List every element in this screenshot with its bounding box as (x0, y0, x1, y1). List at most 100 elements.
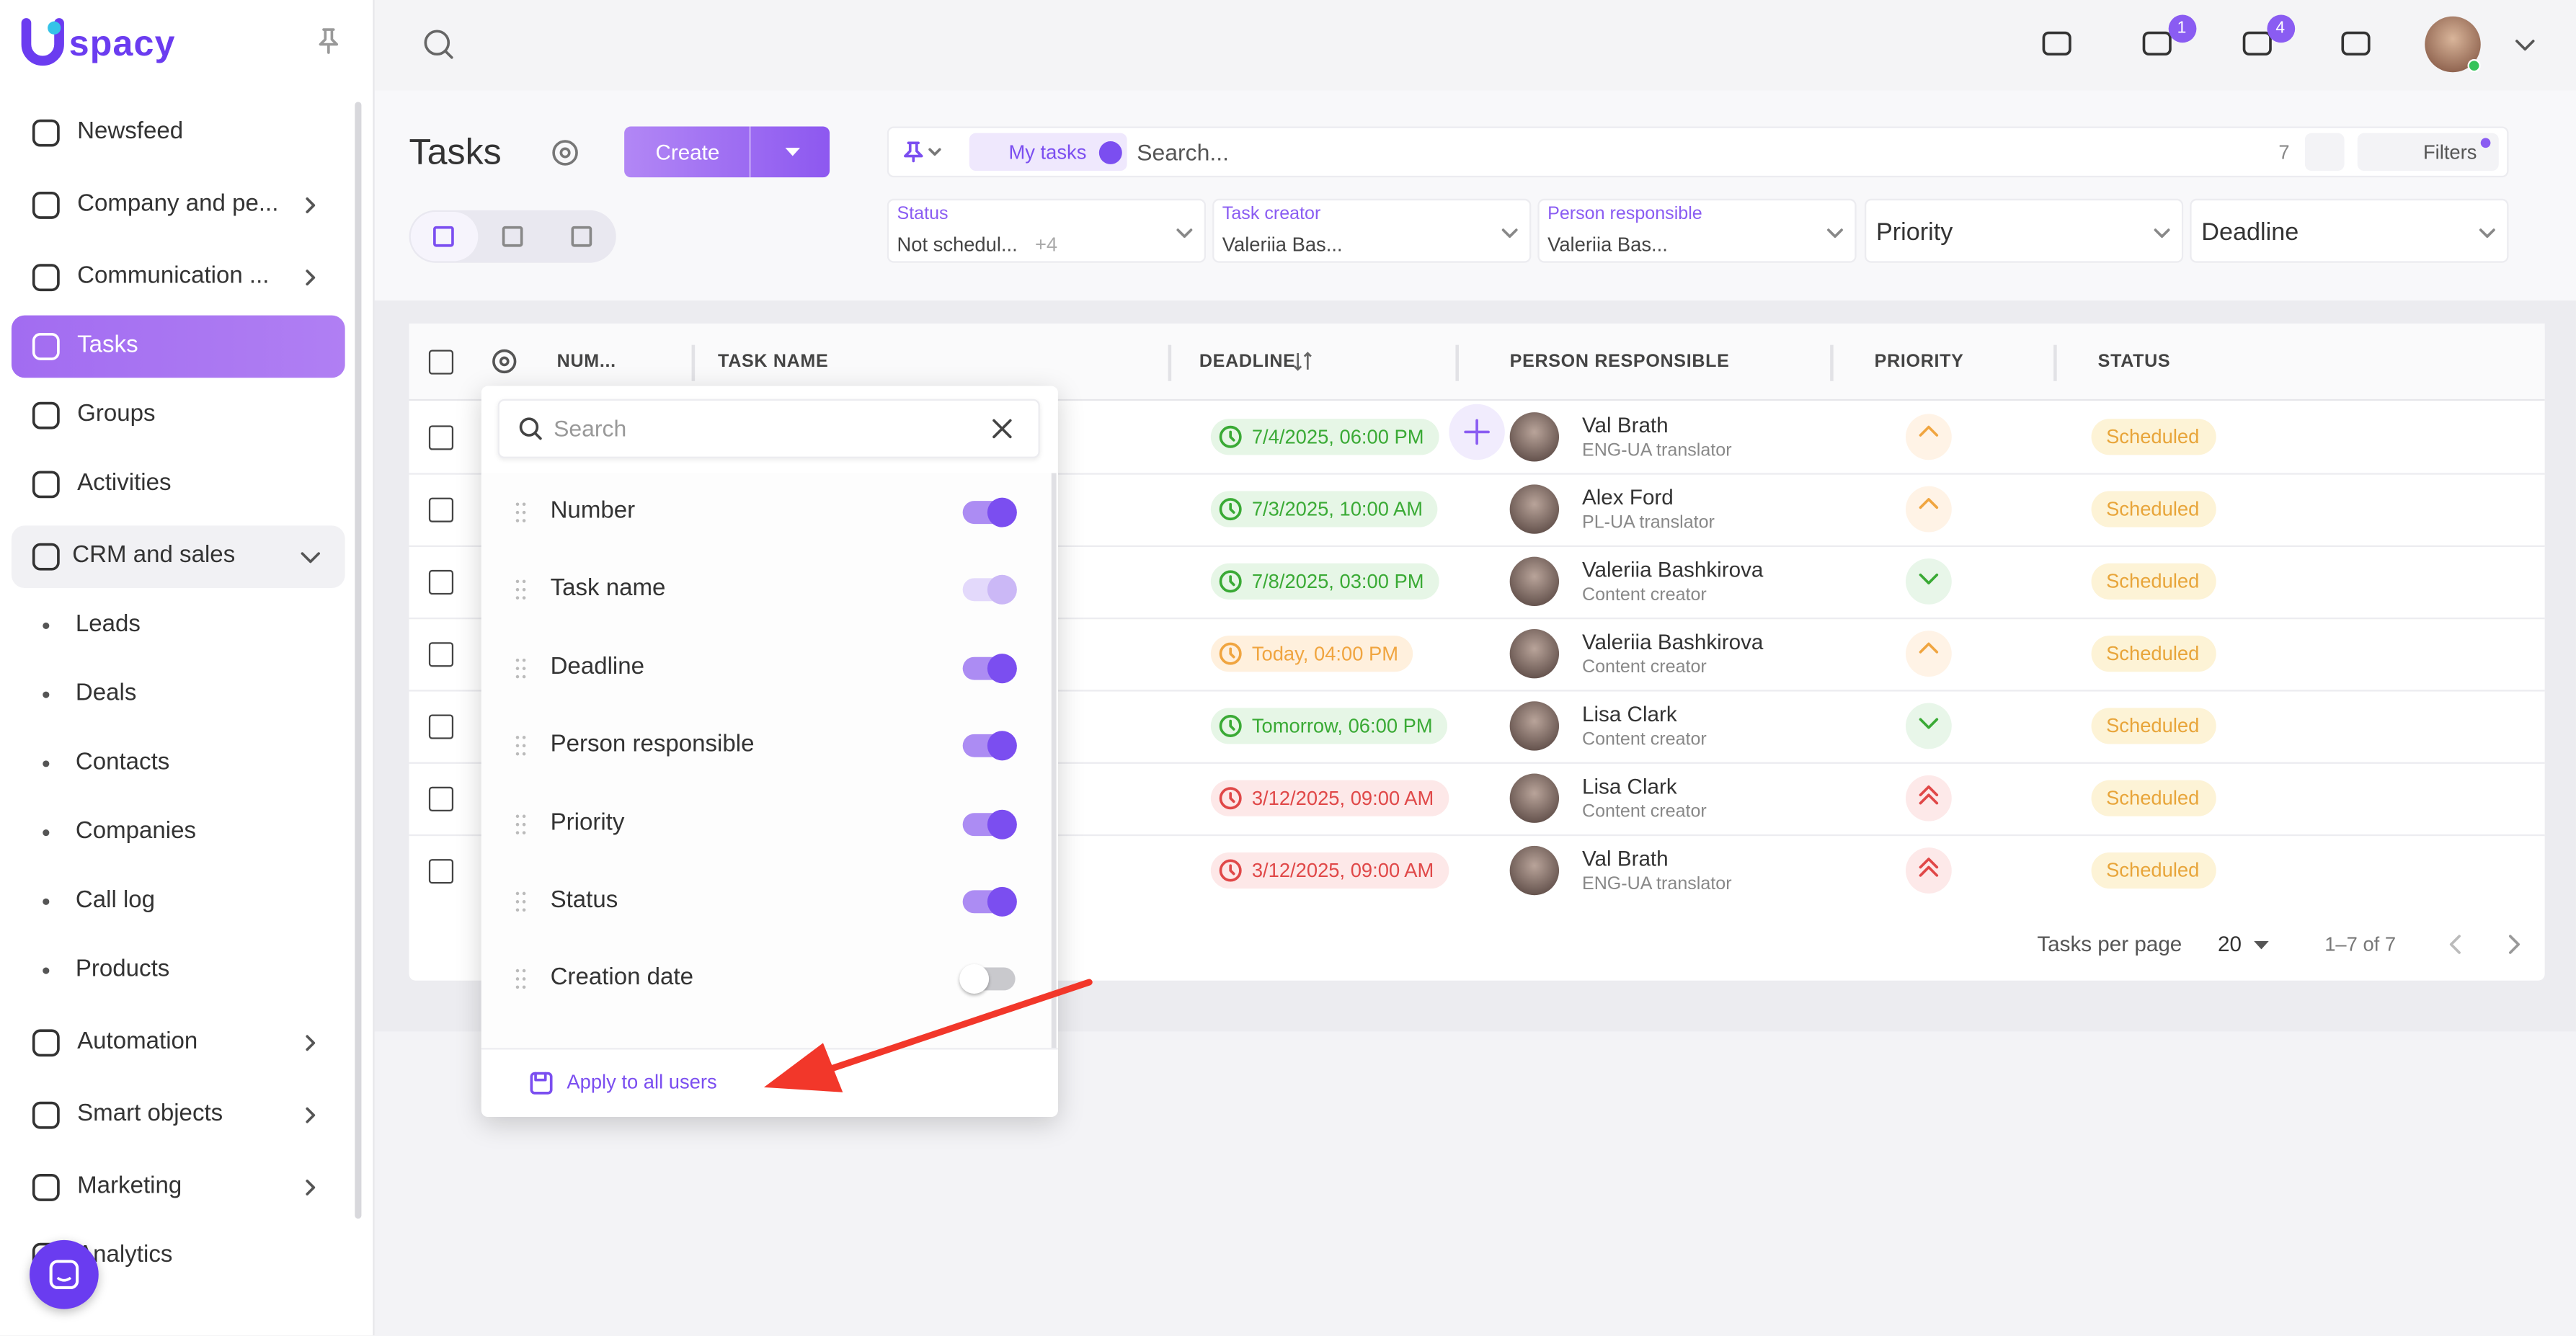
menu-column-label[interactable]: Number (550, 498, 636, 525)
row-checkbox[interactable] (428, 714, 454, 739)
column-header[interactable]: TASK NAME (718, 352, 829, 373)
person-name[interactable]: Val Brath (1581, 846, 1669, 871)
filter-field[interactable] (1212, 198, 1532, 263)
column-header[interactable]: NUM... (556, 352, 616, 373)
drag-handle (515, 814, 526, 834)
row-checkbox[interactable] (428, 642, 454, 667)
nav-label[interactable]: Activities (77, 470, 172, 497)
view-active[interactable] (410, 212, 479, 262)
prev-page[interactable] (2449, 935, 2462, 954)
settings-icon[interactable] (551, 138, 580, 167)
deadline-pill: 3/12/2025, 09:00 AM (1210, 780, 1449, 816)
header-icon[interactable] (2341, 30, 2371, 59)
filter-field[interactable] (1865, 198, 2184, 263)
nav-label[interactable]: Communication ... (77, 263, 270, 290)
person-name[interactable]: Valeriia Bashkirova (1581, 557, 1764, 582)
sort-icon[interactable] (1293, 352, 1316, 371)
nav-sub-label[interactable]: Products (75, 956, 170, 983)
row-checkbox[interactable] (428, 859, 454, 884)
column-header[interactable]: STATUS (2097, 352, 2171, 373)
person-role: Content creator (1581, 585, 1707, 605)
filter-field[interactable] (887, 198, 1207, 263)
view-icon[interactable] (571, 226, 592, 247)
row-checkbox[interactable] (428, 786, 454, 811)
nav-label[interactable]: Newsfeed (77, 118, 184, 146)
per-page-value[interactable]: 20 (2218, 931, 2242, 957)
column-header[interactable]: PRIORITY (1874, 352, 1964, 373)
nav-label[interactable]: CRM and sales (72, 542, 236, 569)
nav-sub-label[interactable]: Deals (75, 680, 137, 707)
next-page[interactable] (2507, 935, 2520, 954)
menu-column-label[interactable]: Person responsible (550, 731, 755, 758)
priority-badge (1905, 486, 1952, 533)
nav-icon (32, 333, 60, 360)
clock-icon (1219, 642, 1242, 665)
person-name[interactable]: Valeriia Bashkirova (1581, 629, 1764, 654)
header-checkbox[interactable] (428, 349, 454, 375)
nav-label[interactable]: Tasks (77, 332, 138, 359)
view-icon[interactable] (433, 226, 454, 247)
row-divider (409, 618, 2545, 620)
nav-sub-label[interactable]: Leads (75, 611, 141, 638)
search-placeholder: Search... (1137, 138, 1229, 165)
filter-field[interactable] (1537, 198, 1857, 263)
nav-arrow[interactable] (304, 270, 317, 286)
column-header[interactable]: PERSON RESPONSIBLE (1509, 352, 1730, 373)
header-icon[interactable] (2142, 30, 2172, 59)
nav-arrow[interactable] (304, 1107, 317, 1123)
person-name[interactable]: Val Brath (1581, 412, 1669, 437)
row-checkbox[interactable] (428, 425, 454, 450)
row-checkbox[interactable] (428, 569, 454, 595)
nav-arrow[interactable] (304, 1035, 317, 1051)
erase-button[interactable] (2304, 133, 2345, 172)
nav-label[interactable]: Groups (77, 401, 156, 428)
person-role: Content creator (1581, 657, 1707, 677)
priority-badge (1905, 847, 1952, 894)
search-icon[interactable] (424, 30, 453, 59)
menu-search[interactable] (497, 398, 1040, 458)
pin-icon[interactable] (317, 26, 340, 54)
view-icon[interactable] (502, 226, 523, 247)
chip-remove[interactable] (1098, 141, 1122, 164)
column-header[interactable]: DEADLINE (1199, 352, 1296, 373)
menu-column-label[interactable]: Task name (550, 576, 666, 602)
nav-icon (32, 119, 60, 147)
filters-button[interactable] (2357, 133, 2499, 172)
drag-handle (515, 580, 526, 600)
nav-arrow[interactable] (304, 1179, 317, 1196)
column-settings[interactable] (492, 348, 518, 374)
deadline-pill: Today, 04:00 PM (1210, 636, 1413, 672)
nav-sub-label[interactable]: Call log (75, 887, 156, 914)
header-icon[interactable] (2242, 30, 2272, 59)
menu-search-icon (519, 417, 542, 440)
save-icon (530, 1072, 553, 1095)
row-divider (409, 473, 2545, 475)
person-name[interactable]: Alex Ford (1581, 484, 1674, 510)
menu-search-clear[interactable] (992, 419, 1012, 439)
nav-label[interactable]: Smart objects (77, 1100, 223, 1128)
menu-column-label[interactable]: Priority (550, 809, 625, 836)
sidebar-scrollbar (355, 102, 362, 1219)
annotation-arrow (763, 979, 1093, 1092)
nav-label[interactable]: Automation (77, 1028, 198, 1056)
nav-label[interactable]: Company and pe... (77, 191, 279, 218)
menu-column-label[interactable]: Creation date (550, 965, 694, 992)
menu-column-label[interactable]: Deadline (550, 654, 645, 680)
person-name[interactable]: Lisa Clark (1581, 774, 1677, 799)
nav-arrow[interactable] (304, 197, 317, 214)
header-icon[interactable] (2042, 30, 2071, 59)
nav-sub-label[interactable]: Contacts (75, 749, 170, 776)
row-checkbox[interactable] (428, 497, 454, 522)
filter-pin[interactable] (904, 141, 941, 163)
tasks-header-area (374, 90, 2576, 301)
menu-column-label[interactable]: Status (550, 887, 618, 914)
filter-field[interactable] (2190, 198, 2509, 263)
nav-label[interactable]: Marketing (77, 1173, 182, 1200)
chat-widget[interactable] (30, 1239, 99, 1309)
nav-chevron[interactable] (301, 552, 321, 565)
status-chip (2091, 563, 2216, 600)
apply-button[interactable]: Apply to all users (567, 1070, 717, 1094)
user-chevron[interactable] (2515, 40, 2535, 53)
nav-sub-label[interactable]: Companies (75, 818, 197, 845)
person-name[interactable]: Lisa Clark (1581, 701, 1677, 726)
